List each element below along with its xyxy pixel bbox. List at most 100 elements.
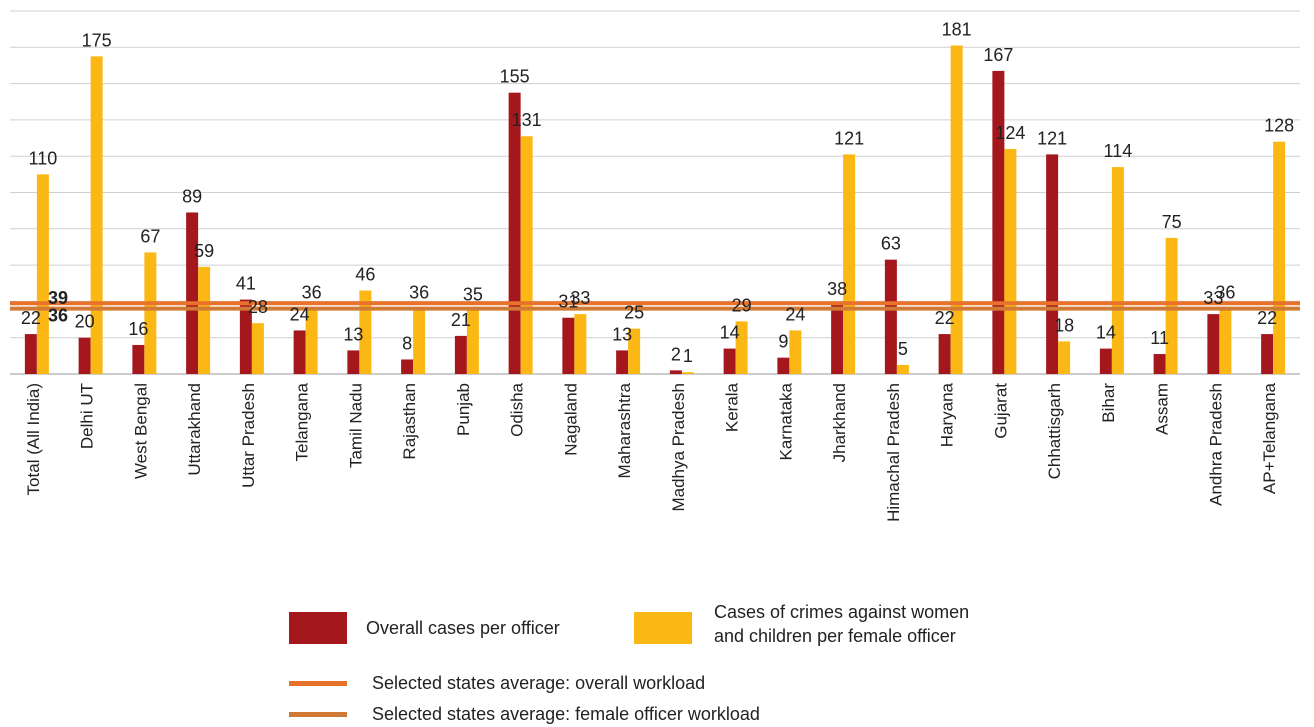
bar-women-children	[896, 364, 909, 374]
bar-women-children	[359, 290, 372, 374]
bar-women-children	[735, 321, 748, 374]
x-tick-label: Himachal Pradesh	[884, 383, 903, 522]
x-tick-label: Uttar Pradesh	[239, 383, 258, 488]
legend-label-overall: Overall cases per officer	[366, 618, 560, 638]
data-label-women-children: 36	[302, 283, 322, 303]
legend-label-avg-overall: Selected states average: overall workloa…	[372, 673, 706, 693]
x-tick-label: Gujarat	[991, 383, 1010, 439]
bar-women-children	[251, 323, 264, 374]
bar-women-children	[1165, 237, 1178, 374]
data-label-women-children: 114	[1104, 141, 1133, 161]
data-label-women-children: 1	[683, 346, 693, 366]
data-label-overall: 8	[402, 333, 412, 353]
bar-overall	[186, 212, 199, 374]
data-label-women-children: 35	[463, 284, 483, 304]
legend-label-women-line2: and children per female officer	[714, 626, 956, 646]
bar-overall	[616, 350, 629, 374]
data-label-women-children: 131	[512, 110, 542, 130]
data-label-women-children: 36	[1215, 283, 1235, 303]
data-label-overall: 33	[1203, 288, 1223, 308]
bar-women-children	[36, 174, 49, 374]
bar-overall	[78, 337, 91, 374]
data-label-overall: 21	[451, 310, 471, 330]
bar-women-children	[90, 56, 103, 374]
x-tick-label: Uttarakhand	[185, 383, 204, 476]
data-label-women-children: 181	[942, 19, 972, 39]
bar-overall	[777, 357, 790, 374]
data-label-overall: 22	[935, 308, 955, 328]
x-tick-label: Karnataka	[776, 382, 795, 460]
x-tick-label: Nagaland	[561, 383, 580, 456]
bar-women-children	[950, 45, 963, 375]
data-label-overall: 155	[500, 67, 530, 87]
bar-overall	[454, 335, 467, 374]
bar-women-children	[413, 308, 426, 374]
bar-women-children	[144, 252, 157, 374]
data-label-women-children: 110	[29, 148, 58, 168]
bar-women-children	[789, 330, 802, 374]
bar-overall	[239, 299, 252, 374]
avg-label-female: 36	[48, 306, 68, 326]
legend-swatch-avg-female	[289, 712, 347, 717]
data-label-overall: 41	[236, 274, 256, 294]
bar-women-children	[628, 328, 641, 374]
x-tick-labels: Total (All India) Delhi UT West Bengal Utta…	[24, 382, 1279, 521]
bar-women-children	[1058, 341, 1071, 374]
data-label-overall: 14	[1096, 323, 1116, 343]
legend-swatch-women	[634, 612, 692, 644]
data-label-women-children: 59	[194, 241, 214, 261]
bars	[24, 45, 1286, 375]
bar-women-children	[1219, 308, 1232, 374]
bar-overall	[992, 70, 1005, 375]
data-label-overall: 31	[558, 292, 578, 312]
bar-overall	[1046, 154, 1059, 374]
legend-label-women-line1: Cases of crimes against women	[714, 602, 970, 622]
bar-overall	[1153, 354, 1166, 374]
data-label-women-children: 175	[82, 30, 112, 50]
data-label-overall: 9	[778, 332, 788, 352]
x-tick-label: West Bengal	[131, 383, 150, 479]
legend-label-avg-female: Selected states average: female officer …	[372, 704, 760, 724]
data-label-overall: 22	[21, 308, 41, 328]
bar-overall	[401, 359, 414, 374]
x-tick-label: Assam	[1153, 383, 1172, 435]
data-label-women-children: 36	[409, 283, 429, 303]
avg-label-overall: 39	[48, 288, 68, 308]
data-label-women-children: 25	[624, 303, 644, 323]
bar-overall	[723, 348, 736, 374]
bar-overall	[831, 305, 844, 374]
bar-women-children	[1273, 141, 1286, 374]
legend-swatch-avg-overall	[289, 681, 347, 686]
x-tick-label: Punjab	[454, 383, 473, 436]
x-tick-label: Andhra Pradesh	[1206, 383, 1225, 506]
data-label-women-children: 5	[898, 339, 908, 359]
x-tick-label: Jharkhand	[830, 383, 849, 462]
bar-overall	[132, 344, 145, 374]
x-tick-label: Telangana	[293, 382, 312, 461]
data-label-women-children: 128	[1264, 116, 1294, 136]
bar-overall	[508, 92, 521, 375]
x-tick-label: AP+Telangana	[1260, 382, 1279, 494]
x-tick-label: Total (All India)	[24, 383, 43, 495]
x-tick-label: Kerala	[723, 382, 742, 432]
data-label-overall: 38	[827, 279, 847, 299]
bar-overall	[1207, 314, 1220, 374]
bar-overall	[293, 330, 306, 374]
data-label-women-children: 67	[140, 226, 160, 246]
bar-overall	[669, 370, 682, 374]
legend-swatch-overall	[289, 612, 347, 644]
x-tick-label: Haryana	[938, 382, 957, 447]
bar-overall	[938, 334, 951, 374]
bar-overall	[884, 259, 897, 374]
bar-women-children	[574, 314, 587, 374]
data-label-overall: 63	[881, 234, 901, 254]
bar-women-children	[520, 136, 533, 374]
bar-women-children	[1111, 167, 1124, 374]
bar-women-children	[843, 154, 856, 374]
data-label-overall: 24	[290, 304, 310, 324]
data-label-women-children: 75	[1162, 212, 1182, 232]
data-label-women-children: 29	[732, 295, 752, 315]
data-label-overall: 121	[1037, 128, 1067, 148]
